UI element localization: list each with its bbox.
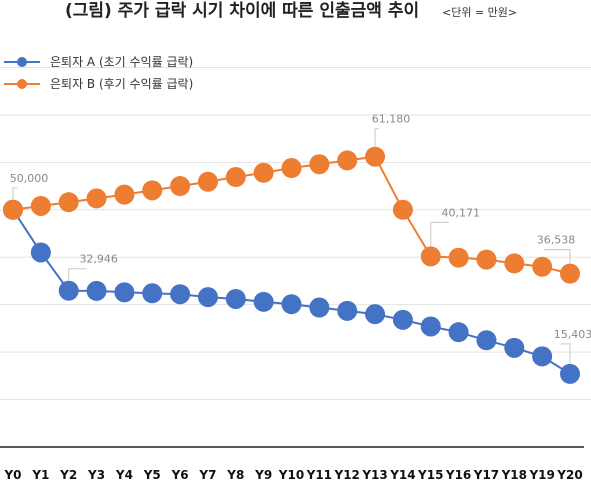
x-tick-label: Y11 [306,468,332,480]
legend-marker [17,79,27,89]
data-point [253,162,274,183]
data-point [392,199,413,220]
data-label: 32,946 [79,253,118,266]
chart-title-text: (그림) 주가 급락 시기 차이에 따른 인출금액 추이 [65,1,419,21]
data-point [197,171,218,192]
data-point [281,294,302,315]
x-tick-label: Y18 [501,468,527,480]
x-tick-label: Y15 [417,468,443,480]
chart-title: (그림) 주가 급락 시기 차이에 따른 인출금액 추이 <단위 = 만원> [65,1,517,21]
data-point [309,297,330,318]
data-point [337,300,358,321]
data-point [142,283,163,304]
data-point [114,282,135,303]
legend-label: 은퇴자 A (초기 수익률 급락) [50,55,193,69]
x-tick-label: Y4 [115,468,133,480]
data-labels: 50,000 32,946 15,403 61,180 40,171 36,538 [10,113,591,364]
data-point [420,316,441,337]
x-axis: Y0 Y1 Y2 Y3 Y4 Y5 Y6 Y7 Y8 Y9 Y10 Y11 Y12 Y13 Y14 Y15 Y1… [3,468,582,480]
x-tick-label: Y9 [254,468,272,480]
data-point [142,180,163,201]
data-label: 36,538 [537,234,576,247]
leader-line [68,268,87,281]
leader-line [374,128,380,147]
data-point [225,167,246,188]
data-point [197,287,218,308]
leader-line [430,221,449,247]
x-tick-label: Y19 [528,468,554,480]
data-label: 40,171 [442,206,481,219]
x-tick-label: Y0 [3,468,21,480]
series-layer [3,146,580,384]
data-point [448,322,469,343]
data-point [225,288,246,309]
x-tick-label: Y14 [389,468,415,480]
x-tick-label: Y8 [226,468,244,480]
data-label: 61,180 [372,113,411,126]
x-tick-label: Y17 [473,468,499,480]
data-point [3,199,23,220]
data-point [560,363,580,384]
data-point [337,150,358,171]
x-tick-label: Y12 [334,468,360,480]
data-point [420,246,441,267]
data-point [365,304,386,325]
x-tick-label: Y5 [143,468,161,480]
data-point [476,330,497,351]
data-point [114,184,135,205]
data-point [30,195,51,216]
data-point [253,291,274,312]
data-label: 15,403 [554,328,591,341]
data-point [365,146,386,167]
x-tick-label: Y13 [361,468,387,480]
data-point [309,154,330,175]
data-point [86,188,107,209]
x-tick-label: Y6 [171,468,189,480]
data-point [532,346,553,367]
x-tick-label: Y20 [556,468,582,480]
data-point [448,247,469,268]
x-tick-label: Y1 [31,468,49,480]
legend-marker [17,57,27,67]
data-point [476,249,497,270]
data-point [58,192,79,213]
leader-line [561,343,571,364]
x-tick-label: Y10 [278,468,304,480]
data-point [58,280,79,301]
data-point [170,176,191,197]
x-tick-label: Y3 [87,468,105,480]
x-tick-label: Y2 [59,468,77,480]
data-point [560,263,580,284]
data-point [281,158,302,179]
data-point [532,256,553,277]
data-point [504,253,525,274]
data-point [504,337,525,358]
x-tick-label: Y16 [445,468,471,480]
data-point [86,280,107,301]
data-point [30,242,51,263]
data-point [170,284,191,305]
x-tick-label: Y7 [198,468,216,480]
leader-line [12,187,17,200]
legend: 은퇴자 A (초기 수익률 급락) 은퇴자 B (후기 수익률 급락) [4,55,193,91]
data-label: 50,000 [10,172,49,185]
data-point [392,309,413,330]
chart-unit-note: <단위 = 만원> [442,6,517,19]
leader-line [544,249,571,264]
legend-label: 은퇴자 B (후기 수익률 급락) [50,77,193,91]
